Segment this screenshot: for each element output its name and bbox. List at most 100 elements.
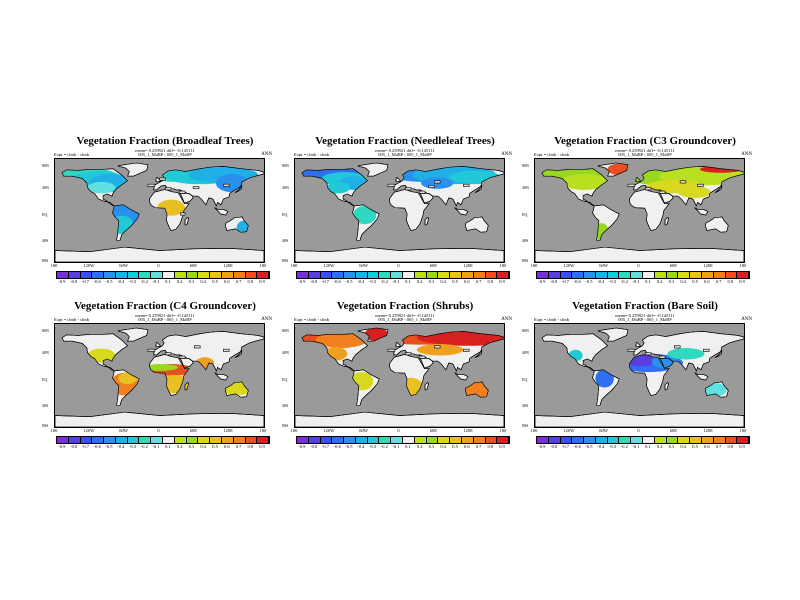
grid-box-outline [679,180,687,184]
coastline [295,411,504,427]
colorbar-label: 0.2 [416,444,423,449]
colorbar-label: -0.1 [632,279,640,284]
world-map [294,323,505,428]
season-label: ANN [501,317,512,322]
season-label: ANN [741,152,752,157]
colorbar-label: 0.8 [727,279,734,284]
colorbar-swatch [332,437,345,443]
coastline [301,168,369,207]
colorbar-swatch [678,272,691,278]
coastline [454,372,469,381]
colorbar-label: -0.3 [368,444,377,449]
lon-label: 60E [189,428,197,433]
colorbar-label: 0.4 [680,444,687,449]
coastline [301,333,369,372]
colorbar-swatch [654,272,667,278]
colorbar-label: -0.9 [58,444,66,449]
coastline [705,381,729,398]
value-patch [561,173,608,190]
colorbar-label: 0.3 [668,279,675,284]
coastline [153,166,264,207]
coastline [454,207,469,216]
colorbar-swatch [233,272,246,278]
panel-c4-groundcover: Vegetation Fraction (C4 Groundcover) mean… [42,300,280,490]
colorbar-swatch [320,437,333,443]
coastline [214,372,229,381]
colorbar-labels: -0.9 -0.8 -0.7 -0.6 -0.5 -0.4 -0.3 -0.2 -0.1 0.1 0… [296,444,508,450]
coastline [395,176,402,183]
landmass-antarctica [295,411,504,427]
grid-box-outline [223,183,230,187]
colorbar-label: 0.9 [739,444,745,449]
lat-label: 80N [42,163,49,168]
lat-label: 80S [522,258,529,263]
colorbar-label: 0.2 [416,279,423,284]
grid-box-outline [405,187,412,191]
colorbar-label: 0.1 [405,444,411,449]
colorbar-label: -0.1 [632,444,640,449]
colorbar-label: 0.7 [235,279,242,284]
colorbar-label: 0.3 [188,444,195,449]
grid-box-outline [658,190,666,194]
coastline [635,341,642,348]
colorbar-label: 0.4 [200,444,207,449]
colorbar-label: 0.1 [645,444,651,449]
run-label: 005_1_MaBP - 005_1_MaBP [378,317,432,322]
colorbar-swatch [548,272,561,278]
colorbar-swatch [713,437,726,443]
lat-label: 40S [282,238,289,243]
world-map [54,323,265,428]
coastline [352,204,380,241]
colorbar-swatch [701,437,714,443]
panel-stats: mean= 0.259921 diff= -0.145111 [615,313,675,318]
colorbar-swatch [473,437,486,443]
colorbar-swatch [115,272,128,278]
season-label: ANN [261,317,272,322]
colorbar-swatch [68,272,81,278]
colorbar-label: 0.2 [176,279,183,284]
colorbar-swatch [678,437,691,443]
grid-box-outline [703,348,710,352]
world-map [534,158,745,263]
colorbar-swatch [497,272,510,278]
colorbar-label: -0.5 [105,279,113,284]
colorbar-label: 0.9 [499,444,505,449]
value-patch [118,372,137,385]
lat-label: 40S [522,403,529,408]
lon-label: 60W [599,263,609,268]
colorbar-swatch [450,437,462,443]
colorbar-swatch [245,437,258,443]
colorbar-label: 0.2 [656,279,663,284]
world-map [54,158,265,263]
colorbar-swatch [438,437,451,443]
season-label: ANN [261,152,272,157]
grid-box-outline [463,348,470,352]
coastline [352,369,380,406]
colorbar-label: -0.8 [310,444,318,449]
world-map [534,323,745,428]
colorbar-label: -0.2 [140,279,148,284]
colorbar-swatch [643,437,655,443]
colorbar-swatch [690,272,702,278]
lon-label: 0 [637,428,640,433]
colorbar-swatch [57,272,69,278]
lat-label: 80N [522,163,529,168]
grid-box-outline [180,212,186,216]
coastline [694,207,709,216]
colorbar-swatch [104,437,116,443]
lon-label: 0 [157,428,160,433]
map-canvas [535,162,744,262]
grid-box-outline [223,348,230,352]
panel-stats: mean= 0.259921 diff= -0.145111 [135,148,195,153]
colorbar-label: -0.6 [93,279,101,284]
colorbar-label: -0.6 [93,444,101,449]
colorbar-swatch [151,272,164,278]
colorbar-label: 0.3 [668,444,675,449]
grid-box-outline [627,348,636,352]
lat-label: EQ [522,212,528,217]
colorbar-swatch [461,437,474,443]
colorbar [56,436,270,444]
colorbar-swatch [666,437,679,443]
colorbar-swatch [438,272,451,278]
colorbar-swatch [497,437,510,443]
